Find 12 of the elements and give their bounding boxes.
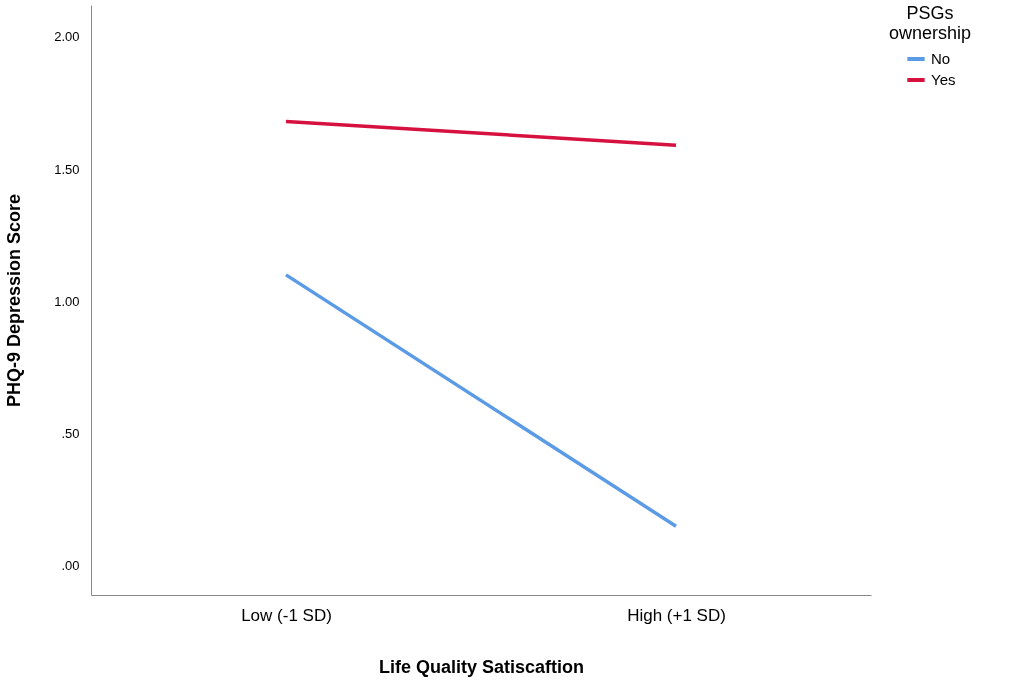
x-tick-label: High (+1 SD) [627, 605, 726, 625]
y-tick-label: 1.50 [54, 161, 80, 177]
y-tick-label: .00 [61, 558, 80, 574]
legend-label: Yes [931, 71, 956, 88]
y-tick-label: 2.00 [54, 29, 80, 45]
legend-title: PSGs ownership [888, 3, 972, 43]
y-tick-label: 1.00 [54, 293, 80, 309]
y-tick-label: .50 [61, 426, 80, 442]
x-axis-title: Life Quality Satiscaftion [378, 656, 585, 677]
legend-label: No [931, 50, 951, 67]
x-tick-label: Low (-1 SD) [241, 605, 332, 625]
y-axis-title: PHQ-9 Depression Score [4, 193, 25, 408]
